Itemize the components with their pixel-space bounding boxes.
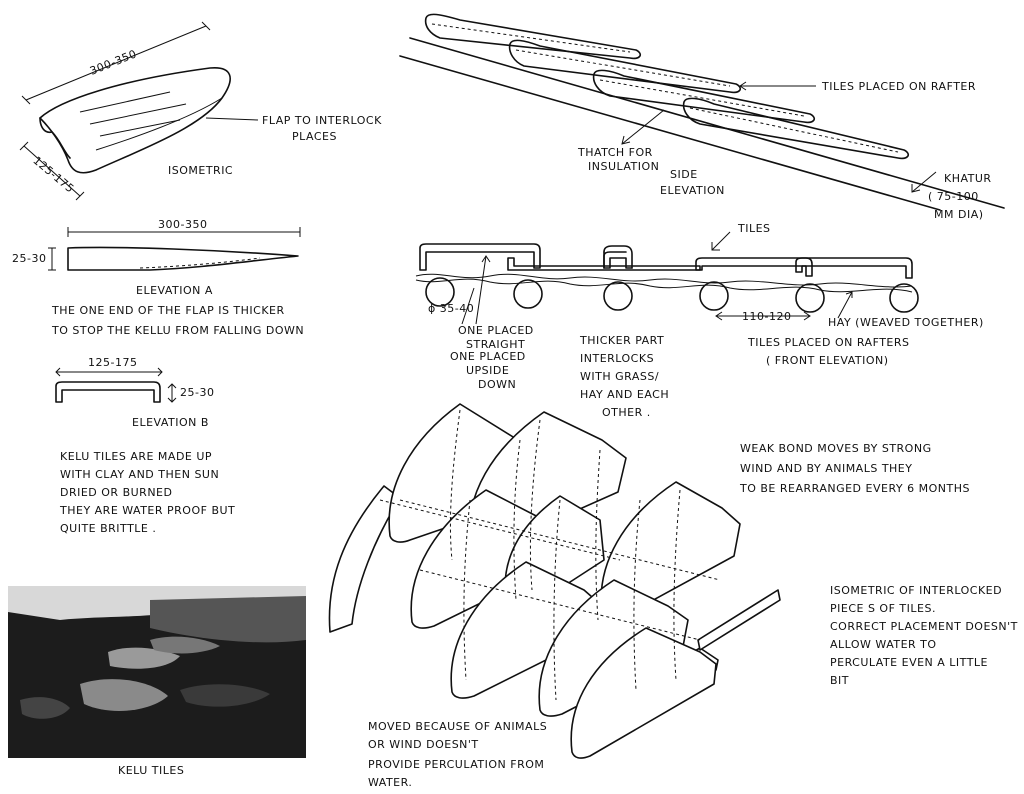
tiles-label: TILES — [737, 222, 771, 235]
placed-line3: ONE PLACED — [450, 350, 526, 363]
elevA-dim-length: 300-350 — [158, 218, 207, 231]
placed-line5: DOWN — [478, 378, 516, 391]
khatur-line2: ( 75-100 — [928, 190, 979, 203]
flap-label-line2: PLACES — [292, 130, 337, 143]
elevA-note-line1: THE ONE END OF THE FLAP IS THICKER — [51, 304, 285, 317]
isometric-label: ISOMETRIC — [168, 164, 233, 177]
kellu-note-line5: QUITE BRITTLE . — [60, 522, 156, 535]
hay-label: HAY (WEAVED TOGETHER) — [828, 316, 984, 329]
iso-note-line1: ISOMETRIC OF INTERLOCKED — [830, 584, 1002, 597]
iso-dim-width: 125-175 — [30, 154, 76, 196]
kellu-note-line1: KELU TILES ARE MADE UP — [60, 450, 212, 463]
weak-line2: WIND AND BY ANIMALS THEY — [740, 462, 912, 475]
spacing-label: 110-120 — [742, 310, 791, 323]
elevB-dim-length: 125-175 — [88, 356, 137, 369]
placed-line4: UPSIDE — [466, 364, 509, 377]
side-line2: ELEVATION — [660, 184, 725, 197]
iso-note-line3: CORRECT PLACEMENT DOESN'T — [830, 620, 1018, 633]
moved-line3: PROVIDE PERCULATION FROM — [368, 758, 544, 771]
khatur-line1: KHATUR — [944, 172, 992, 185]
elevation-b-label: ELEVATION B — [132, 416, 209, 429]
placed-line2: STRAIGHT — [466, 338, 525, 351]
kellu-note-line3: DRIED OR BURNED — [60, 486, 172, 499]
tiles-on-rafter-label: TILES PLACED ON RAFTER — [821, 80, 976, 93]
front-line1: TILES PLACED ON RAFTERS — [747, 336, 910, 349]
placed-line1: ONE PLACED — [458, 324, 534, 337]
elevA-dim-height: 25-30 — [12, 252, 46, 265]
interlocked-tiles-isometric — [328, 403, 781, 759]
khatur-line3: MM DIA) — [934, 208, 984, 221]
thicker-line4: HAY AND EACH — [580, 388, 669, 401]
iso-note-line4: ALLOW WATER TO — [830, 638, 937, 651]
flap-label-line1: FLAP TO INTERLOCK — [262, 114, 382, 127]
front-elevation-drawing — [415, 231, 919, 325]
kellu-tiles-photo — [8, 586, 306, 758]
thatch-line1: THATCH FOR — [577, 146, 653, 159]
iso-note-line2: PIECE S OF TILES. — [830, 602, 936, 615]
thicker-line5: OTHER . — [602, 406, 651, 419]
weak-line3: TO BE REARRANGED EVERY 6 MONTHS — [739, 482, 970, 495]
photo-caption: KELU TILES — [118, 764, 184, 777]
thatch-line2: INSULATION — [588, 160, 659, 173]
moved-line1: MOVED BECAUSE OF ANIMALS — [368, 720, 547, 733]
side-elevation-drawing — [399, 13, 1005, 211]
front-line2: ( FRONT ELEVATION) — [766, 354, 889, 367]
thicker-line3: WITH GRASS/ — [580, 370, 659, 383]
elevB-dim-height: 25-30 — [180, 386, 214, 399]
moved-line2: OR WIND DOESN'T — [368, 738, 479, 751]
side-line1: SIDE — [670, 168, 698, 181]
thicker-line2: INTERLOCKS — [580, 352, 654, 365]
iso-dim-length: 300-350 — [88, 47, 139, 78]
moved-line4: WATER. — [368, 776, 412, 789]
elevation-b-drawing — [55, 367, 177, 403]
thicker-line1: THICKER PART — [579, 334, 664, 347]
elevation-a-drawing — [48, 227, 301, 271]
elevA-note-line2: TO STOP THE KELLU FROM FALLING DOWN — [51, 324, 304, 337]
kellu-note-line4: THEY ARE WATER PROOF BUT — [59, 504, 235, 517]
iso-note-line5: PERCULATE EVEN A LITTLE — [830, 656, 988, 669]
iso-note-line6: BIT — [830, 674, 849, 687]
kellu-note-line2: WITH CLAY AND THEN SUN — [60, 468, 219, 481]
diameter-label: ϕ 35-40 — [428, 302, 474, 315]
elevation-a-label: ELEVATION A — [136, 284, 213, 297]
isometric-tile-drawing — [19, 21, 259, 201]
weak-line1: WEAK BOND MOVES BY STRONG — [740, 442, 932, 455]
